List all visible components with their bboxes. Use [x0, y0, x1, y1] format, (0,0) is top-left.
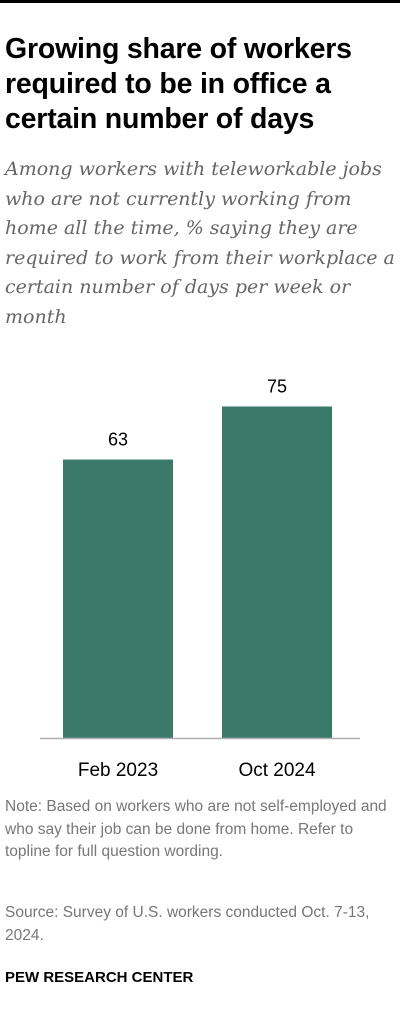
top-rule: [0, 0, 400, 3]
data-label: 63: [108, 430, 128, 450]
brand-label: PEW RESEARCH CENTER: [5, 969, 194, 986]
chart-subtitle: Among workers with teleworkable jobs who…: [5, 158, 395, 328]
bar-oct-2024: [222, 406, 332, 738]
bar-chart: 63 Feb 2023 75 Oct 2024: [40, 377, 360, 781]
bar-feb-2023: [63, 459, 173, 738]
category-label: Oct 2024: [238, 760, 316, 781]
category-label: Feb 2023: [78, 760, 158, 781]
data-label: 75: [267, 377, 287, 397]
chart-note: Note: Based on workers who are not self-…: [5, 798, 387, 860]
chart-title: Growing share of workers required to be …: [5, 33, 352, 135]
chart-source: Source: Survey of U.S. workers conducted…: [5, 904, 370, 944]
